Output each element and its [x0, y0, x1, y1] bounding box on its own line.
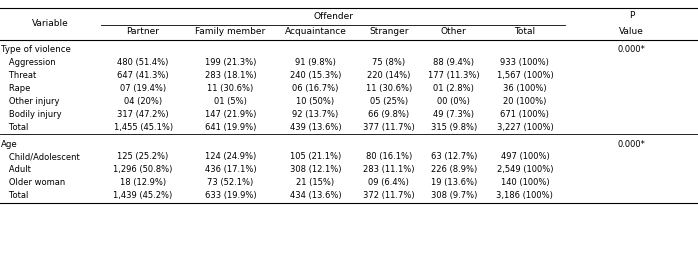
- Text: 434 (13.6%): 434 (13.6%): [290, 191, 341, 200]
- Text: 20 (100%): 20 (100%): [503, 97, 547, 106]
- Text: 04 (20%): 04 (20%): [124, 97, 162, 106]
- Text: 140 (100%): 140 (100%): [500, 178, 549, 187]
- Text: 1,439 (45.2%): 1,439 (45.2%): [114, 191, 172, 200]
- Text: 75 (8%): 75 (8%): [372, 58, 406, 67]
- Text: Other: Other: [441, 27, 466, 36]
- Text: 641 (19.9%): 641 (19.9%): [205, 123, 256, 132]
- Text: Value: Value: [619, 27, 644, 36]
- Text: 80 (16.1%): 80 (16.1%): [366, 152, 412, 162]
- Text: Variable: Variable: [32, 19, 68, 28]
- Text: Partner: Partner: [126, 27, 160, 36]
- Text: 10 (50%): 10 (50%): [297, 97, 334, 106]
- Text: 671 (100%): 671 (100%): [500, 110, 549, 119]
- Text: Child/Adolescent: Child/Adolescent: [1, 152, 80, 162]
- Text: 09 (6.4%): 09 (6.4%): [369, 178, 409, 187]
- Text: 497 (100%): 497 (100%): [500, 152, 549, 162]
- Text: 88 (9.4%): 88 (9.4%): [433, 58, 474, 67]
- Text: 19 (13.6%): 19 (13.6%): [431, 178, 477, 187]
- Text: 220 (14%): 220 (14%): [367, 71, 410, 80]
- Text: 92 (13.7%): 92 (13.7%): [292, 110, 339, 119]
- Text: Total: Total: [1, 123, 29, 132]
- Text: 147 (21.9%): 147 (21.9%): [205, 110, 256, 119]
- Text: 00 (0%): 00 (0%): [437, 97, 470, 106]
- Text: 105 (21.1%): 105 (21.1%): [290, 152, 341, 162]
- Text: 0.000*: 0.000*: [618, 45, 646, 54]
- Text: 36 (100%): 36 (100%): [503, 84, 547, 93]
- Text: Other injury: Other injury: [1, 97, 60, 106]
- Text: 01 (5%): 01 (5%): [214, 97, 247, 106]
- Text: Family member: Family member: [195, 27, 265, 36]
- Text: 283 (11.1%): 283 (11.1%): [363, 165, 415, 174]
- Text: 73 (52.1%): 73 (52.1%): [207, 178, 253, 187]
- Text: 377 (11.7%): 377 (11.7%): [363, 123, 415, 132]
- Text: 317 (47.2%): 317 (47.2%): [117, 110, 169, 119]
- Text: Adult: Adult: [1, 165, 31, 174]
- Text: Stranger: Stranger: [369, 27, 408, 36]
- Text: Older woman: Older woman: [1, 178, 66, 187]
- Text: 633 (19.9%): 633 (19.9%): [205, 191, 256, 200]
- Text: 0.000*: 0.000*: [618, 139, 646, 149]
- Text: 1,455 (45.1%): 1,455 (45.1%): [114, 123, 172, 132]
- Text: 05 (25%): 05 (25%): [370, 97, 408, 106]
- Text: Total: Total: [1, 191, 29, 200]
- Text: Age: Age: [1, 139, 18, 149]
- Text: Type of violence: Type of violence: [1, 45, 71, 54]
- Text: 372 (11.7%): 372 (11.7%): [363, 191, 415, 200]
- Text: 125 (25.2%): 125 (25.2%): [117, 152, 169, 162]
- Text: 91 (9.8%): 91 (9.8%): [295, 58, 336, 67]
- Text: Threat: Threat: [1, 71, 37, 80]
- Text: 11 (30.6%): 11 (30.6%): [207, 84, 253, 93]
- Text: 49 (7.3%): 49 (7.3%): [433, 110, 474, 119]
- Text: Total: Total: [514, 27, 535, 36]
- Text: 199 (21.3%): 199 (21.3%): [205, 58, 256, 67]
- Text: 3,186 (100%): 3,186 (100%): [496, 191, 554, 200]
- Text: 3,227 (100%): 3,227 (100%): [496, 123, 554, 132]
- Text: Rape: Rape: [1, 84, 31, 93]
- Text: Bodily injury: Bodily injury: [1, 110, 62, 119]
- Text: 1,567 (100%): 1,567 (100%): [496, 71, 554, 80]
- Text: 18 (12.9%): 18 (12.9%): [120, 178, 166, 187]
- Text: 315 (9.8%): 315 (9.8%): [431, 123, 477, 132]
- Text: 647 (41.3%): 647 (41.3%): [117, 71, 169, 80]
- Text: 06 (16.7%): 06 (16.7%): [292, 84, 339, 93]
- Text: Acquaintance: Acquaintance: [285, 27, 346, 36]
- Text: 308 (9.7%): 308 (9.7%): [431, 191, 477, 200]
- Text: Offender: Offender: [313, 12, 353, 21]
- Text: 124 (24.9%): 124 (24.9%): [205, 152, 256, 162]
- Text: Aggression: Aggression: [1, 58, 56, 67]
- Text: 283 (18.1%): 283 (18.1%): [205, 71, 256, 80]
- Text: 436 (17.1%): 436 (17.1%): [205, 165, 256, 174]
- Text: 2,549 (100%): 2,549 (100%): [497, 165, 553, 174]
- Text: 240 (15.3%): 240 (15.3%): [290, 71, 341, 80]
- Text: 439 (13.6%): 439 (13.6%): [290, 123, 341, 132]
- Text: 63 (12.7%): 63 (12.7%): [431, 152, 477, 162]
- Text: 21 (15%): 21 (15%): [297, 178, 334, 187]
- Text: 1,296 (50.8%): 1,296 (50.8%): [113, 165, 173, 174]
- Text: 66 (9.8%): 66 (9.8%): [369, 110, 409, 119]
- Text: 480 (51.4%): 480 (51.4%): [117, 58, 169, 67]
- Text: 308 (12.1%): 308 (12.1%): [290, 165, 341, 174]
- Text: 226 (8.9%): 226 (8.9%): [431, 165, 477, 174]
- Text: 177 (11.3%): 177 (11.3%): [428, 71, 480, 80]
- Text: 01 (2.8%): 01 (2.8%): [433, 84, 474, 93]
- Text: 933 (100%): 933 (100%): [500, 58, 549, 67]
- Text: 11 (30.6%): 11 (30.6%): [366, 84, 412, 93]
- Text: 07 (19.4%): 07 (19.4%): [120, 84, 166, 93]
- Text: P: P: [629, 11, 634, 20]
